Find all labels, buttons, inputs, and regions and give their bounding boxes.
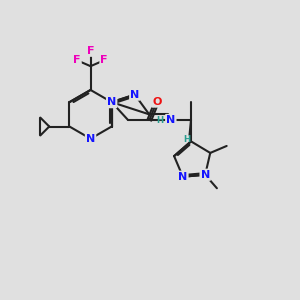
Text: N: N <box>201 170 210 180</box>
Text: N: N <box>166 115 176 125</box>
Text: N: N <box>86 134 95 144</box>
Text: N: N <box>107 97 116 107</box>
Text: F: F <box>73 55 81 65</box>
Text: N: N <box>178 172 188 182</box>
Text: O: O <box>152 97 161 106</box>
Text: F: F <box>87 46 94 56</box>
Text: F: F <box>100 55 108 65</box>
Text: H: H <box>156 116 163 125</box>
Text: H: H <box>183 135 190 144</box>
Text: N: N <box>130 90 140 100</box>
